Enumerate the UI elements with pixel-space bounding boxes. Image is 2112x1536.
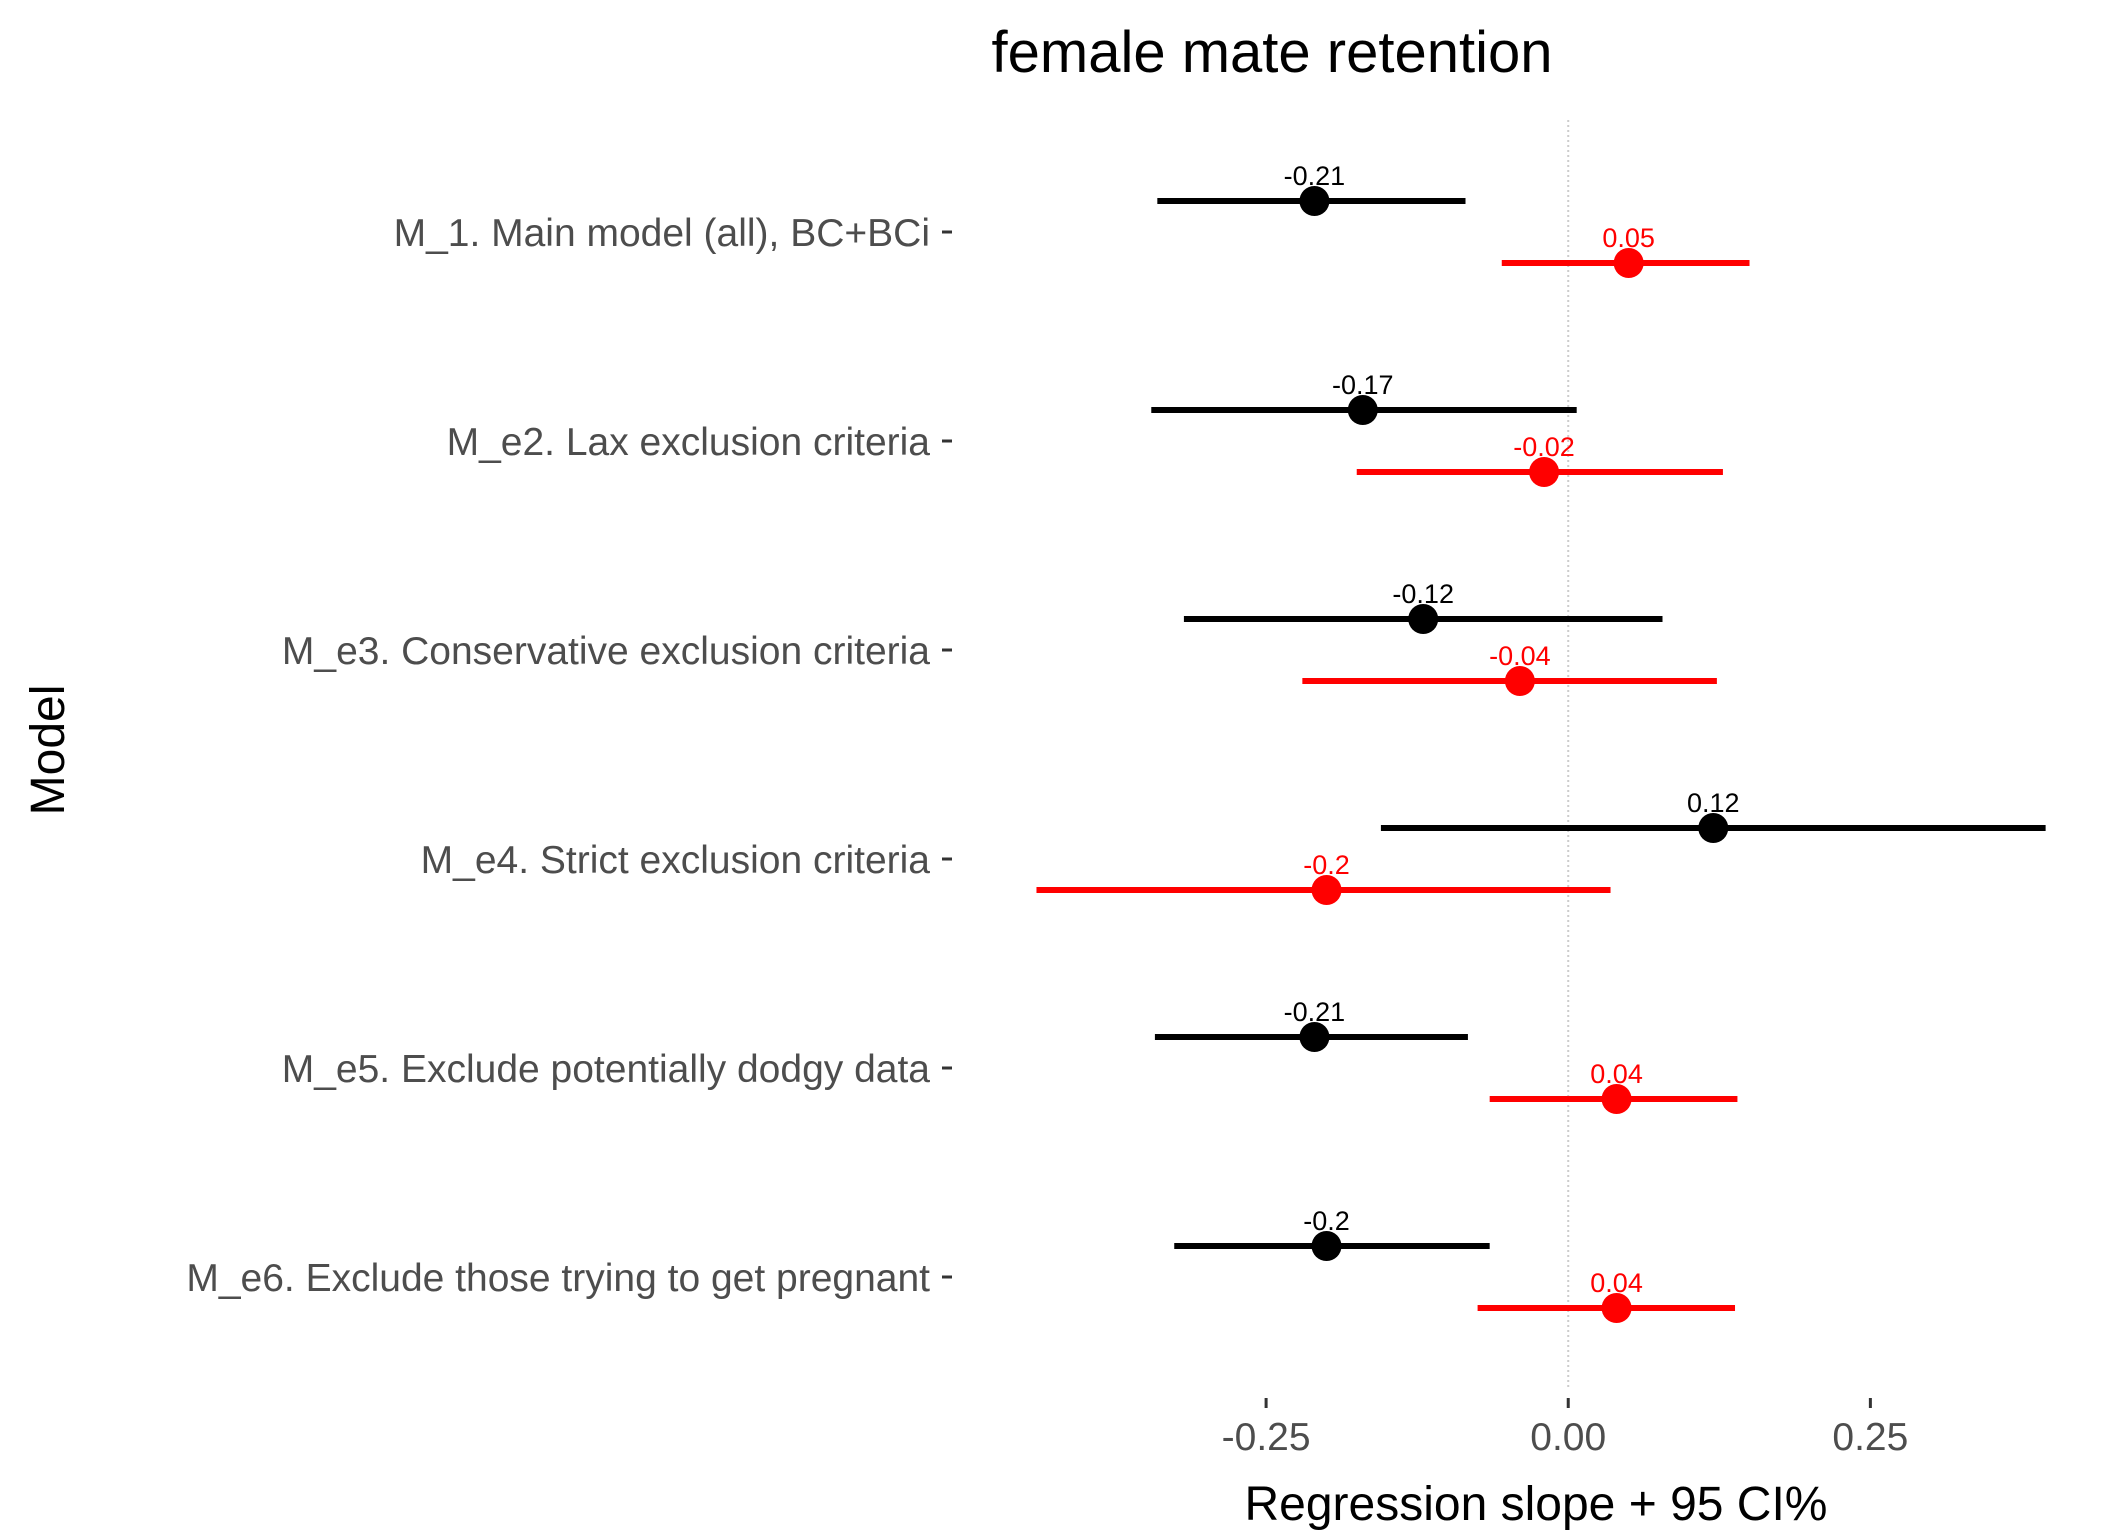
y-tick-label: M_e2. Lax exclusion criteria	[447, 421, 931, 464]
estimate-label: -0.17	[1332, 370, 1394, 400]
estimate-point	[1601, 1084, 1632, 1114]
chart-title: female mate retention	[992, 20, 1553, 85]
estimate-point	[1601, 1293, 1632, 1323]
x-tick-label: 0.25	[1832, 1416, 1908, 1459]
estimate-point	[1299, 186, 1330, 216]
x-axis: -0.25 0.00 0.25	[1222, 1398, 1908, 1459]
estimate-point	[1299, 1022, 1330, 1052]
y-tick-label: M_e4. Strict exclusion criteria	[421, 839, 931, 882]
estimate-point	[1504, 666, 1535, 696]
estimate-label: 0.04	[1590, 1059, 1643, 1089]
estimate-point	[1408, 604, 1439, 634]
estimate-point	[1613, 248, 1644, 278]
estimate-point	[1311, 1231, 1342, 1261]
x-tick-label: -0.25	[1222, 1416, 1311, 1459]
plot-marks: -0.21 -0.17 -0.12 0.12 -0.21 -0.2 0.05 -0.02 -0.…	[1036, 161, 2046, 1323]
estimate-point	[1347, 395, 1378, 425]
estimate-point	[1698, 813, 1729, 843]
y-axis-title: Model	[22, 685, 75, 816]
estimate-label: 0.12	[1687, 788, 1740, 818]
y-tick-label: M_e5. Exclude potentially dodgy data	[282, 1048, 931, 1091]
y-tick-label: M_1. Main model (all), BC+BCi	[394, 212, 930, 255]
estimate-label: -0.2	[1303, 850, 1350, 880]
estimate-label: -0.02	[1513, 432, 1575, 462]
estimate-label: -0.2	[1303, 1206, 1350, 1236]
x-axis-title: Regression slope + 95 CI%	[1245, 1478, 1828, 1531]
estimate-point	[1529, 457, 1560, 487]
estimate-label: -0.04	[1489, 641, 1551, 671]
y-tick-label: M_e3. Conservative exclusion criteria	[282, 630, 930, 673]
estimate-label: 0.04	[1590, 1268, 1643, 1298]
estimate-label: -0.21	[1284, 997, 1346, 1027]
estimate-point	[1311, 875, 1342, 905]
y-axis: M_1. Main model (all), BC+BCi M_e2. Lax e…	[186, 212, 952, 1300]
estimate-label: 0.05	[1602, 223, 1655, 253]
estimate-label: -0.21	[1284, 161, 1346, 191]
estimate-label: -0.12	[1392, 579, 1454, 609]
x-tick-label: 0.00	[1530, 1416, 1606, 1459]
y-tick-label: M_e6. Exclude those trying to get pregna…	[186, 1257, 930, 1300]
